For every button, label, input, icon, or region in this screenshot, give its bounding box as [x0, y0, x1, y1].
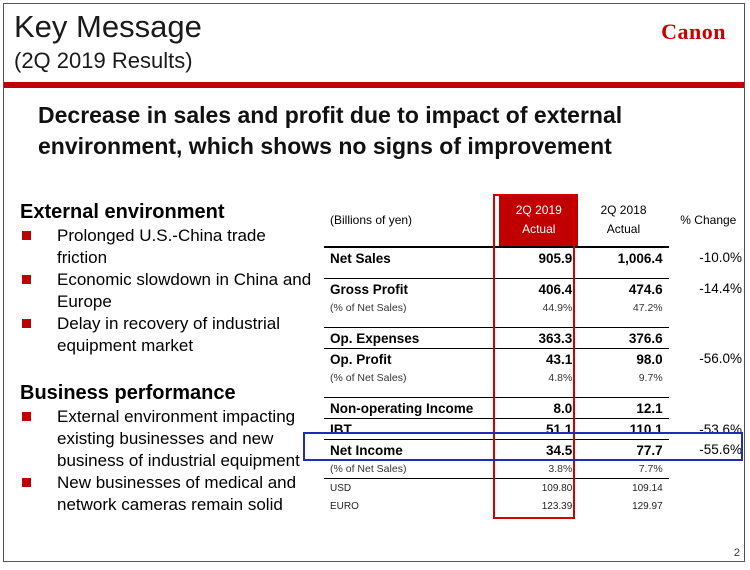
- table-row: (% of Net Sales) 4.8% 9.7%: [330, 372, 663, 384]
- table-row: (% of Net Sales) 44.9% 47.2%: [330, 302, 663, 314]
- table-row: IBT 51.1 110.1 -53.6%: [324, 418, 744, 440]
- key-message-headline: Decrease in sales and profit due to impa…: [38, 102, 623, 159]
- header-divider: [4, 82, 744, 88]
- col-2q2018-header: 2Q 2018 Actual: [600, 203, 647, 236]
- bullet-square-icon: [22, 412, 31, 421]
- business-performance-list: External environment impacting existing …: [20, 406, 320, 516]
- list-item: External environment impacting existing …: [20, 406, 320, 472]
- table-row-net-income: Net Income 34.5 77.7 -55.6%: [324, 439, 744, 460]
- table-row: Gross Profit 406.4 474.6 -14.4%: [324, 278, 744, 299]
- unit-label: (Billions of yen): [330, 212, 413, 227]
- bullet-square-icon: [22, 231, 31, 240]
- table-row: Op. Expenses 363.3 376.6: [324, 327, 744, 349]
- financial-results-table: (Billions of yen) 2Q 2019 Actual 2Q 2018 A…: [324, 194, 744, 515]
- table-row: USD 109.80 109.14: [324, 478, 744, 497]
- external-environment-list: Prolonged U.S.-China trade friction Econ…: [20, 225, 320, 357]
- list-item: New businesses of medical and network ca…: [20, 472, 320, 516]
- canon-logo: Canon: [661, 19, 726, 44]
- table-header-row: (Billions of yen) 2Q 2019 Actual 2Q 2018 A…: [324, 194, 744, 247]
- col-2q2019-header: 2Q 2019 Actual: [499, 194, 579, 247]
- table-row: (% of Net Sales) 3.8% 7.7%: [330, 463, 663, 475]
- table-row: Op. Profit 43.1 98.0 -56.0%: [324, 348, 744, 369]
- col-change-header: % Change: [680, 213, 737, 227]
- bullet-square-icon: [22, 275, 31, 284]
- business-performance-heading: Business performance: [20, 382, 236, 404]
- table-row: EURO 123.39 129.97: [330, 500, 663, 512]
- list-item: Prolonged U.S.-China trade friction: [20, 225, 320, 269]
- bullet-square-icon: [22, 319, 31, 328]
- external-environment-heading: External environment: [20, 201, 225, 223]
- table-row: Non-operating Income 8.0 12.1: [324, 397, 744, 419]
- slide-subtitle: (2Q 2019 Results): [14, 48, 193, 73]
- slide: Key Message (2Q 2019 Results) Canon Decr…: [3, 3, 745, 562]
- slide-title: Key Message: [14, 9, 202, 44]
- list-item: Economic slowdown in China and Europe: [20, 269, 320, 313]
- table-row: Net Sales 905.9 1,006.4 -10.0%: [324, 246, 744, 268]
- page-number: 2: [733, 547, 740, 559]
- bullet-square-icon: [22, 478, 31, 487]
- list-item: Delay in recovery of industrial equipmen…: [20, 313, 320, 357]
